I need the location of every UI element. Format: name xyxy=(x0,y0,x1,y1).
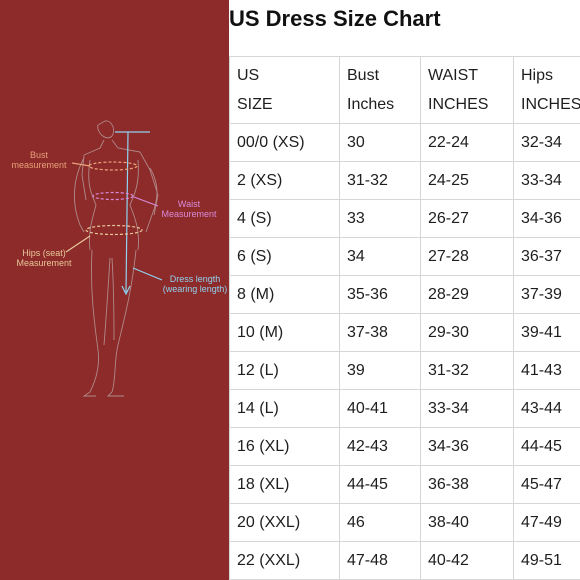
cell-us-size: 4 (S) xyxy=(229,199,340,238)
cell-bust: 39 xyxy=(339,351,421,390)
cell-waist: 33-34 xyxy=(420,389,514,428)
header-bust: Bust Inches xyxy=(339,56,421,124)
cell-waist: 36-38 xyxy=(420,465,514,504)
cell-bust: 30 xyxy=(339,123,421,162)
cell-bust: 44-45 xyxy=(339,465,421,504)
cell-bust: 42-43 xyxy=(339,427,421,466)
table-row: 4 (S) 33 26-27 34-36 xyxy=(229,199,580,238)
cell-bust: 47-48 xyxy=(339,541,421,580)
cell-us-size: 16 (XL) xyxy=(229,427,340,466)
cell-waist: 22-24 xyxy=(420,123,514,162)
cell-bust: 35-36 xyxy=(339,275,421,314)
cell-us-size: 6 (S) xyxy=(229,237,340,276)
table-row: 14 (L) 40-41 33-34 43-44 xyxy=(229,389,580,428)
cell-waist: 28-29 xyxy=(420,275,514,314)
cell-hips: 39-41 xyxy=(513,313,580,352)
table-header-row: US SIZE Bust Inches WAIST INCHES Hips INCHES xyxy=(229,56,580,124)
cell-bust: 33 xyxy=(339,199,421,238)
cell-us-size: 18 (XL) xyxy=(229,465,340,504)
cell-hips: 32-34 xyxy=(513,123,580,162)
table-row: 20 (XXL) 46 38-40 47-49 xyxy=(229,503,580,542)
cell-hips: 34-36 xyxy=(513,199,580,238)
hips-measurement-label: Hips (seat) Measurement xyxy=(16,248,72,268)
cell-waist: 27-28 xyxy=(420,237,514,276)
bust-measurement-label: Bust measurement xyxy=(11,150,67,170)
cell-hips: 41-43 xyxy=(513,351,580,390)
cell-waist: 40-42 xyxy=(420,541,514,580)
waist-indicator xyxy=(92,191,159,207)
cell-waist: 29-30 xyxy=(420,313,514,352)
cell-bust: 37-38 xyxy=(339,313,421,352)
bust-indicator xyxy=(71,161,138,171)
header-waist: WAIST INCHES xyxy=(420,56,514,124)
header-hips: Hips INCHES xyxy=(513,56,580,124)
cell-us-size: 14 (L) xyxy=(229,389,340,428)
cell-hips: 43-44 xyxy=(513,389,580,428)
hips-indicator xyxy=(65,224,143,253)
table-row: 18 (XL) 44-45 36-38 45-47 xyxy=(229,465,580,504)
cell-us-size: 00/0 (XS) xyxy=(229,123,340,162)
dress-length-indicator xyxy=(115,131,163,296)
table-row: 16 (XL) 42-43 34-36 44-45 xyxy=(229,427,580,466)
cell-us-size: 2 (XS) xyxy=(229,161,340,200)
cell-waist: 24-25 xyxy=(420,161,514,200)
cell-hips: 44-45 xyxy=(513,427,580,466)
waist-measurement-label: Waist Measurement xyxy=(161,199,217,219)
cell-us-size: 8 (M) xyxy=(229,275,340,314)
dress-length-label: Dress length (wearing length) xyxy=(162,274,228,294)
table-row: 12 (L) 39 31-32 41-43 xyxy=(229,351,580,390)
cell-bust: 46 xyxy=(339,503,421,542)
cell-us-size: 22 (XXL) xyxy=(229,541,340,580)
cell-hips: 45-47 xyxy=(513,465,580,504)
size-chart-table: US SIZE Bust Inches WAIST INCHES Hips INCHES… xyxy=(229,56,580,580)
cell-us-size: 20 (XXL) xyxy=(229,503,340,542)
cell-us-size: 10 (M) xyxy=(229,313,340,352)
body-figure-illustration xyxy=(65,120,163,397)
header-us-size: US SIZE xyxy=(229,56,340,124)
cell-hips: 47-49 xyxy=(513,503,580,542)
cell-hips: 37-39 xyxy=(513,275,580,314)
cell-us-size: 12 (L) xyxy=(229,351,340,390)
cell-hips: 36-37 xyxy=(513,237,580,276)
table-row: 2 (XS) 31-32 24-25 33-34 xyxy=(229,161,580,200)
table-row: 00/0 (XS) 30 22-24 32-34 xyxy=(229,123,580,162)
cell-waist: 31-32 xyxy=(420,351,514,390)
cell-bust: 34 xyxy=(339,237,421,276)
table-row: 10 (M) 37-38 29-30 39-41 xyxy=(229,313,580,352)
page-title: US Dress Size Chart xyxy=(229,6,441,31)
cell-hips: 49-51 xyxy=(513,541,580,580)
cell-waist: 26-27 xyxy=(420,199,514,238)
measurement-illustration-panel: Bust measurement Waist Measurement Hips (s… xyxy=(0,0,229,580)
cell-waist: 38-40 xyxy=(420,503,514,542)
cell-hips: 33-34 xyxy=(513,161,580,200)
table-row: 6 (S) 34 27-28 36-37 xyxy=(229,237,580,276)
cell-bust: 40-41 xyxy=(339,389,421,428)
cell-waist: 34-36 xyxy=(420,427,514,466)
cell-bust: 31-32 xyxy=(339,161,421,200)
table-row: 22 (XXL) 47-48 40-42 49-51 xyxy=(229,541,580,580)
table-row: 8 (M) 35-36 28-29 37-39 xyxy=(229,275,580,314)
